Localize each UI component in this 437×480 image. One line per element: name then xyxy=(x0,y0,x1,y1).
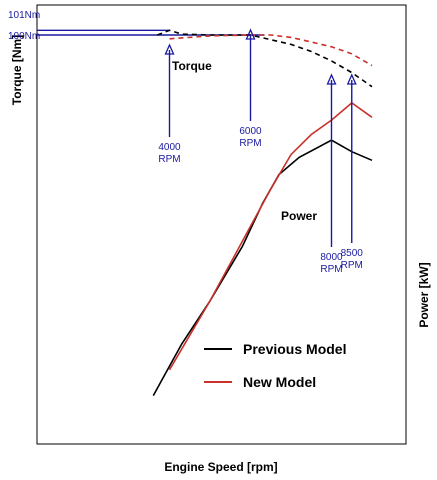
rpm-marker-arrowhead-4000 xyxy=(164,43,175,55)
rpm-marker-arrowhead-6000 xyxy=(245,28,256,40)
torque-annotation: Torque xyxy=(172,59,212,73)
plot-frame xyxy=(36,4,407,445)
y-axis-left-title: Torque [Nm] xyxy=(10,35,24,105)
rpm-marker-label-8500: RPM xyxy=(341,260,363,271)
torque-level-label-100: 100Nm xyxy=(8,31,40,42)
y-axis-right-title: Power [kW] xyxy=(417,262,431,327)
series-lines xyxy=(37,29,373,396)
rpm-marker-label-4000: RPM xyxy=(158,154,180,165)
rpm-marker-label-6000: 6000 xyxy=(239,126,262,137)
torque-level-label-101: 101Nm xyxy=(8,10,40,21)
power-curve-new-model xyxy=(168,101,373,371)
rpm-marker-arrowhead-8000 xyxy=(326,73,337,85)
rpm-marker-arrowhead-8500 xyxy=(346,73,357,85)
rpm-marker-label-4000: 4000 xyxy=(158,142,181,153)
torque-curve-new-model xyxy=(169,34,373,67)
torque-curve-previous-model xyxy=(157,29,373,88)
x-axis-title: Engine Speed [rpm] xyxy=(164,460,277,474)
rpm-marker-label-8500: 8500 xyxy=(341,248,364,259)
rpm-marker-label-8000: RPM xyxy=(320,264,342,275)
rpm-marker-label-6000: RPM xyxy=(239,138,261,149)
power-annotation: Power xyxy=(281,209,317,223)
legend: Previous Model New Model xyxy=(204,341,346,390)
rpm-marker-label-8000: 8000 xyxy=(320,252,343,263)
legend-label-new-model: New Model xyxy=(243,374,316,390)
legend-label-previous-model: Previous Model xyxy=(243,341,346,357)
